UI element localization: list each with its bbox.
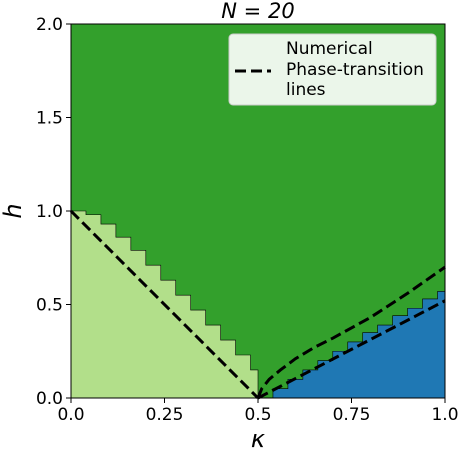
x-tick-label: 0.75: [333, 405, 371, 425]
legend-box: [228, 33, 437, 106]
y-tick-label: 1.5: [36, 109, 63, 129]
x-tick-label: 0.5: [244, 405, 271, 425]
y-tick-label: 0.0: [36, 389, 63, 409]
x-axis-label: κ: [251, 425, 266, 449]
y-axis-label: h: [0, 203, 27, 218]
axes: 0.0 0.25 0.5 0.75 1.0 0.0 0.5 1.0 1.5 2.0: [36, 15, 459, 425]
y-tick-label: 2.0: [36, 15, 63, 35]
legend-entry-numerical: Numerical: [286, 39, 373, 59]
y-tick-label: 0.5: [36, 296, 63, 316]
phase-line-right_upper: [256, 265, 446, 399]
phase-line-left: [69, 209, 260, 400]
x-tick-label: 0.25: [146, 405, 184, 425]
chart-title: N = 20: [221, 0, 294, 23]
legend-entry-phase-transition-lines: Phase-transition: [286, 60, 424, 80]
phase-line-right_lower: [257, 299, 446, 400]
region-right: [258, 280, 446, 399]
x-tick-label: 0.0: [57, 405, 84, 425]
y-tick-label: 1.0: [36, 202, 63, 222]
x-tick-label: 1.0: [431, 405, 458, 425]
legend-entry-phase-transition-lines: lines: [286, 80, 326, 100]
